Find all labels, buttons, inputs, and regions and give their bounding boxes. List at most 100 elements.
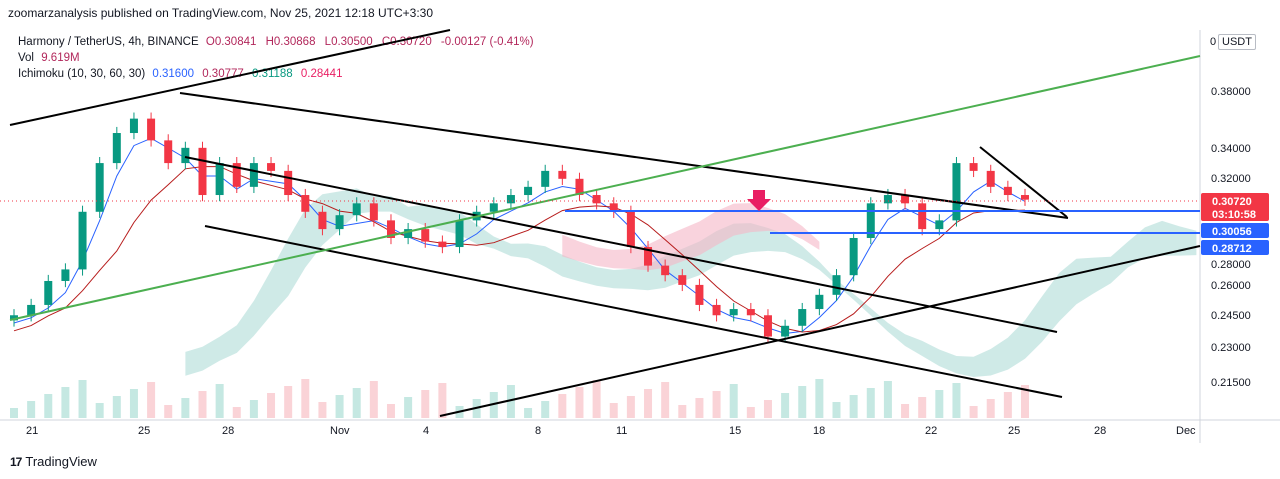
volume-bar bbox=[592, 380, 601, 418]
footer-brand[interactable]: 17 TradingView bbox=[10, 454, 97, 469]
symbol-label[interactable]: Harmony / TetherUS, 4h, BINANCE bbox=[18, 36, 199, 48]
time-tick-label: 4 bbox=[423, 425, 429, 437]
candle-body bbox=[832, 275, 841, 295]
arrow-down-marker-icon[interactable] bbox=[747, 190, 771, 211]
volume-bar bbox=[695, 398, 704, 418]
price-tag-last: 0.30720 03:10:58 bbox=[1201, 193, 1269, 221]
trendline-descending-bottom[interactable] bbox=[204, 225, 1063, 398]
volume-bar bbox=[318, 402, 327, 418]
candle-body bbox=[746, 309, 755, 316]
candle-body bbox=[147, 118, 156, 141]
volume-bar bbox=[301, 379, 310, 418]
candle-body bbox=[626, 211, 635, 248]
trendline-green[interactable] bbox=[9, 55, 1201, 321]
candle-body bbox=[455, 220, 464, 248]
price-axis[interactable]: 0.38000 0.34000 0.32000 0.28000 0.26000 … bbox=[1210, 36, 1251, 389]
publisher-line: zoomarzanalysis published on TradingView… bbox=[8, 6, 434, 20]
volume-label[interactable]: Vol bbox=[18, 52, 34, 64]
candle-body bbox=[318, 211, 327, 230]
volume-bar bbox=[284, 386, 293, 418]
candle-body bbox=[661, 265, 670, 276]
trendline-descending-mid[interactable] bbox=[184, 156, 1058, 333]
trendline-ascending-support[interactable] bbox=[439, 245, 1201, 417]
candle-body bbox=[541, 170, 550, 187]
legend-symbol-row: Harmony / TetherUS, 4h, BINANCE O0.30841… bbox=[18, 34, 540, 50]
candle-body bbox=[27, 304, 36, 316]
trendline-upper-channel[interactable] bbox=[9, 29, 451, 126]
candle-body bbox=[284, 170, 293, 196]
candle-body bbox=[44, 280, 53, 305]
candle-body bbox=[558, 170, 567, 179]
currency-button[interactable]: USDT bbox=[1218, 34, 1256, 50]
price-tick-label: 0.38000 bbox=[1211, 86, 1251, 98]
time-axis[interactable]: 21 25 28 Nov 4 8 11 15 18 22 25 28 Dec bbox=[26, 425, 1196, 437]
candlesticks bbox=[10, 112, 1029, 343]
time-tick-label: 28 bbox=[222, 425, 234, 437]
candle-body bbox=[763, 315, 772, 337]
volume-bar bbox=[267, 393, 276, 418]
candle-body bbox=[815, 294, 824, 310]
volume-bar bbox=[112, 396, 121, 418]
candle-body bbox=[164, 140, 173, 164]
volume-bar bbox=[763, 400, 772, 418]
candle-body bbox=[644, 247, 653, 266]
candle-body bbox=[918, 203, 927, 230]
trendline-descending-top[interactable] bbox=[179, 92, 1069, 219]
candle-body bbox=[352, 203, 361, 216]
candle-body bbox=[181, 147, 190, 164]
volume-bar bbox=[232, 407, 241, 418]
candle-body bbox=[1003, 186, 1012, 196]
volume-bar bbox=[729, 384, 738, 418]
trendline-wedge-top[interactable] bbox=[979, 146, 1068, 218]
candle-body bbox=[969, 163, 978, 171]
candle-body bbox=[609, 203, 618, 212]
candle-body bbox=[712, 304, 721, 316]
candle-body bbox=[866, 203, 875, 238]
price-tick-label: 0.24500 bbox=[1211, 310, 1251, 322]
ichimoku-span-b-value: 0.28441 bbox=[300, 68, 343, 80]
volume-bar bbox=[781, 393, 790, 418]
ichimoku-base-line bbox=[13, 166, 1026, 333]
volume-bar bbox=[952, 383, 961, 418]
volume-bar bbox=[626, 396, 635, 418]
ichimoku-label[interactable]: Ichimoku (10, 30, 60, 30) bbox=[18, 68, 146, 80]
legend-volume-row: Vol 9.619M bbox=[18, 50, 540, 66]
open-value: O0.30841 bbox=[205, 36, 257, 48]
volume-bar bbox=[164, 405, 173, 418]
volume-bar bbox=[935, 390, 944, 418]
volume-bar bbox=[1021, 385, 1029, 418]
candle-body bbox=[986, 170, 995, 187]
volume-bar bbox=[369, 381, 378, 418]
time-tick-label: Dec bbox=[1176, 425, 1196, 437]
candle-body bbox=[386, 220, 395, 238]
volume-bar bbox=[849, 395, 858, 418]
volume-bar bbox=[506, 385, 515, 418]
volume-bar bbox=[712, 391, 721, 418]
volume-bar bbox=[95, 403, 104, 418]
price-tick-label: 0.26000 bbox=[1211, 280, 1251, 292]
volume-bar bbox=[1003, 392, 1012, 418]
candle-body bbox=[129, 118, 138, 134]
ichimoku-conversion-value: 0.31600 bbox=[152, 68, 194, 80]
volume-bar bbox=[438, 383, 447, 418]
time-tick-label: 18 bbox=[813, 425, 825, 437]
time-tick-label: 22 bbox=[925, 425, 937, 437]
price-tag-level-1: 0.30056 bbox=[1201, 223, 1269, 238]
volume-bar bbox=[404, 397, 413, 418]
price-tick-label-partial: 0 bbox=[1210, 36, 1216, 48]
legend-ichimoku-row: Ichimoku (10, 30, 60, 30) 0.31600 0.3077… bbox=[18, 66, 540, 82]
volume-value: 9.619M bbox=[41, 52, 80, 64]
ichimoku-cloud bbox=[185, 188, 1197, 377]
volume-bar bbox=[147, 382, 156, 418]
volume-bar bbox=[352, 388, 361, 418]
price-tick-label: 0.21500 bbox=[1211, 377, 1251, 389]
candle-body bbox=[1021, 195, 1029, 200]
volume-bar bbox=[969, 406, 978, 418]
trendline-drawings[interactable] bbox=[0, 29, 1201, 417]
candle-body bbox=[369, 203, 378, 221]
high-value: H0.30868 bbox=[265, 36, 316, 48]
candle-body bbox=[335, 215, 344, 230]
candle-body bbox=[78, 211, 87, 270]
volume-bar bbox=[524, 408, 533, 418]
